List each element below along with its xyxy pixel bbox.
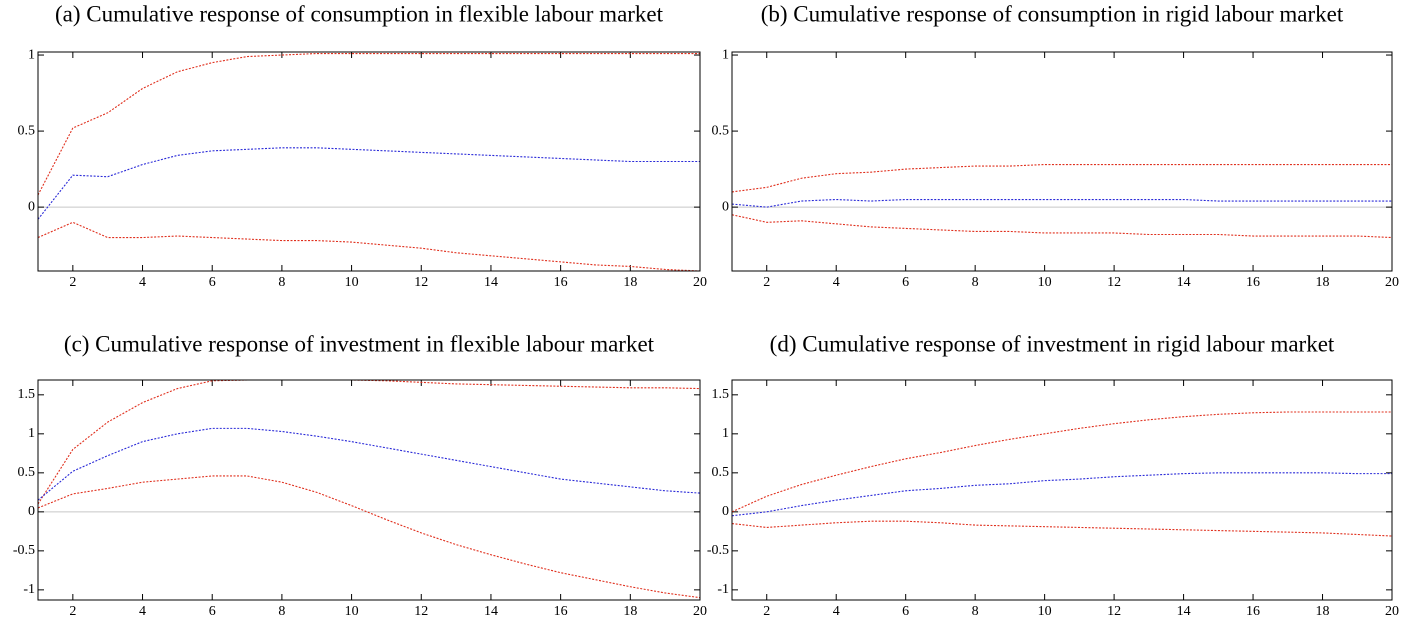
- chart-title: (a) Cumulative response of consumption i…: [55, 1, 664, 26]
- x-tick-label: 8: [972, 604, 979, 619]
- x-tick-label: 20: [1385, 604, 1399, 619]
- series-line: [37, 379, 701, 505]
- x-tick-label: 2: [69, 604, 76, 619]
- x-tick-label: 18: [623, 275, 637, 290]
- x-tick-label: 18: [1316, 604, 1330, 619]
- series-line: [731, 411, 1392, 513]
- x-tick-label: 4: [139, 275, 146, 290]
- x-tick-label: 8: [278, 275, 285, 290]
- y-tick-label: 0.5: [18, 123, 36, 138]
- chart-title: (b) Cumulative response of consumption i…: [761, 1, 1344, 26]
- x-tick-label: 10: [1038, 604, 1052, 619]
- chart-title: (c) Cumulative response of investment in…: [64, 331, 655, 356]
- y-tick-label: 1: [28, 47, 35, 62]
- y-tick-label: 0: [722, 199, 729, 214]
- plot-frame: [731, 379, 1393, 601]
- y-tick-label: 0: [722, 504, 729, 519]
- series-line: [37, 475, 701, 599]
- y-tick-label: -1: [23, 582, 35, 597]
- x-tick-label: 14: [1177, 275, 1191, 290]
- series-line: [731, 520, 1393, 537]
- plot-frame: [37, 379, 701, 601]
- plot-frame: [731, 51, 1393, 272]
- x-tick-label: 4: [833, 604, 840, 619]
- x-tick-label: 12: [414, 604, 428, 619]
- y-tick-label: 1.5: [712, 387, 730, 402]
- x-tick-label: 14: [484, 604, 498, 619]
- x-tick-label: 12: [414, 275, 428, 290]
- series-line: [731, 214, 1393, 239]
- x-tick-label: 20: [693, 604, 707, 619]
- plot-frame: [37, 51, 701, 272]
- x-tick-label: 6: [209, 604, 216, 619]
- x-tick-label: 2: [69, 275, 76, 290]
- x-tick-label: 18: [623, 604, 637, 619]
- x-tick-label: 12: [1107, 604, 1121, 619]
- x-tick-label: 2: [763, 275, 770, 290]
- x-tick-label: 18: [1316, 275, 1330, 290]
- y-tick-label: -0.5: [13, 543, 35, 558]
- x-tick-label: 14: [1177, 604, 1191, 619]
- series-line: [37, 221, 701, 272]
- y-tick-label: 0: [28, 504, 35, 519]
- series-line: [731, 472, 1392, 517]
- x-tick-label: 6: [902, 604, 909, 619]
- x-tick-label: 16: [554, 275, 568, 290]
- x-tick-label: 16: [1246, 604, 1260, 619]
- x-tick-label: 4: [833, 275, 840, 290]
- x-tick-label: 20: [693, 275, 707, 290]
- y-tick-label: -0.5: [707, 543, 729, 558]
- y-tick-label: 0.5: [712, 123, 730, 138]
- x-tick-label: 10: [1038, 275, 1052, 290]
- x-tick-label: 10: [345, 604, 359, 619]
- series-line: [731, 198, 1392, 208]
- x-tick-label: 20: [1385, 275, 1399, 290]
- y-tick-label: 1: [28, 426, 35, 441]
- x-tick-label: 6: [209, 275, 216, 290]
- x-tick-label: 10: [345, 275, 359, 290]
- series-line: [37, 427, 701, 501]
- y-tick-label: 0: [28, 199, 35, 214]
- x-tick-label: 8: [972, 275, 979, 290]
- series-line: [731, 163, 1392, 193]
- y-tick-label: -1: [717, 582, 729, 597]
- x-tick-label: 16: [554, 604, 568, 619]
- y-tick-label: 0.5: [712, 465, 730, 480]
- chart-title: (d) Cumulative response of investment in…: [770, 331, 1335, 356]
- x-tick-label: 6: [902, 275, 909, 290]
- x-tick-label: 2: [763, 604, 770, 619]
- x-tick-label: 4: [139, 604, 146, 619]
- x-tick-label: 8: [278, 604, 285, 619]
- y-tick-label: 0.5: [18, 465, 36, 480]
- y-tick-label: 1.5: [18, 387, 36, 402]
- x-tick-label: 12: [1107, 275, 1121, 290]
- y-tick-label: 1: [722, 47, 729, 62]
- series-line: [37, 147, 700, 220]
- y-tick-label: 1: [722, 426, 729, 441]
- x-tick-label: 16: [1246, 275, 1260, 290]
- series-line: [37, 52, 700, 196]
- x-tick-label: 14: [484, 275, 498, 290]
